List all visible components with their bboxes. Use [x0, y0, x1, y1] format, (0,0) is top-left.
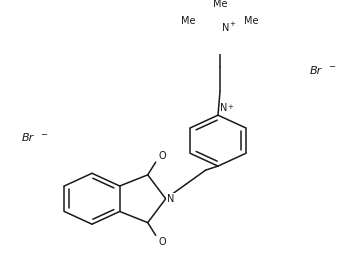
Text: Me: Me — [182, 16, 196, 26]
Text: Br: Br — [22, 133, 34, 143]
Text: −: − — [328, 62, 335, 71]
Text: Me: Me — [244, 16, 258, 26]
Text: N: N — [167, 194, 174, 204]
Text: N: N — [220, 103, 227, 113]
Text: O: O — [159, 237, 166, 247]
Text: +: + — [227, 104, 233, 110]
Text: Br: Br — [310, 65, 322, 76]
Text: N: N — [222, 23, 230, 33]
Text: Me: Me — [213, 0, 227, 8]
Text: O: O — [159, 150, 166, 161]
Text: +: + — [229, 21, 235, 27]
Text: −: − — [40, 130, 47, 139]
